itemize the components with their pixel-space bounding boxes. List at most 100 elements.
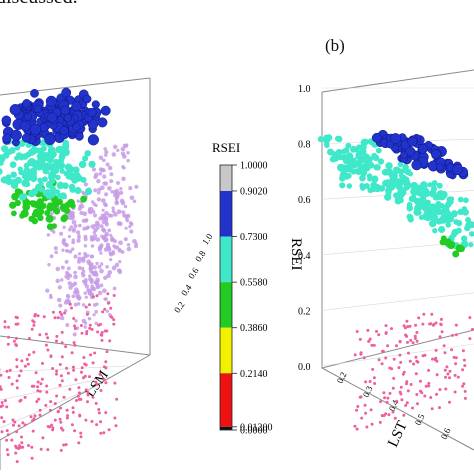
panel-a-point <box>77 265 82 271</box>
panel-a-projection-point <box>95 382 99 386</box>
panel-a-point <box>115 194 120 198</box>
panel-a-projection-point <box>58 363 62 366</box>
panel-a-x-tick: 0.6 <box>186 265 201 280</box>
panel-a-point <box>5 177 13 186</box>
panel-a-point <box>33 104 42 114</box>
panel-b-projection-point <box>382 414 386 417</box>
panel-b-projection-point <box>462 358 466 362</box>
panel-b-projection-point <box>438 388 442 392</box>
panel-a-point <box>129 195 135 201</box>
panel-b-y-tick: 0.6 <box>298 195 311 206</box>
panel-a-point <box>76 295 80 300</box>
panel-a-point <box>55 174 61 181</box>
panel-a-point <box>0 154 5 161</box>
panel-b-point <box>435 217 443 225</box>
panel-b-projection-point <box>405 319 409 323</box>
panel-a-point <box>101 208 105 212</box>
panel-b-label: (b) <box>325 36 345 55</box>
panel-a-projection-point <box>75 399 78 402</box>
panel-a-point <box>67 234 72 239</box>
panel-a-point <box>120 250 125 254</box>
panel-a-point <box>70 282 76 288</box>
panel-a-projection-point <box>73 327 77 330</box>
panel-a-point <box>76 199 80 203</box>
panel-b-x-axis-label: LST <box>385 419 411 450</box>
panel-a-projection-point <box>13 420 17 424</box>
panel-a-projection-point <box>99 420 103 424</box>
panel-a-projection-point <box>109 306 113 310</box>
panel-a-projection-point <box>14 336 18 340</box>
panel-a-point <box>49 185 56 193</box>
panel-b-projection-point <box>409 338 413 342</box>
panel-a-point <box>77 234 81 238</box>
panel-a-projection-point <box>35 400 39 404</box>
panel-a-point <box>96 197 102 202</box>
panel-a-projection-point <box>55 334 59 338</box>
panel-a-point <box>91 167 97 172</box>
panel-a-point <box>44 188 51 195</box>
panel-b-point <box>446 215 455 223</box>
panel-a-point <box>129 229 134 234</box>
panel-a-point <box>49 295 53 300</box>
panel-b-y-tick: 0.8 <box>298 140 311 151</box>
panel-a-point <box>28 190 36 198</box>
panel-b-projection-point <box>431 357 434 361</box>
panel-a-projection-point <box>26 362 30 366</box>
panel-a-projection-point <box>74 378 78 382</box>
panel-a-projection-point <box>20 441 24 445</box>
panel-b-point <box>452 250 460 258</box>
panel-a-projection-point <box>64 443 68 447</box>
panel-a-projection-point <box>59 406 62 410</box>
panel-a-point <box>81 190 85 194</box>
panel-a-projection-point <box>56 316 60 320</box>
panel-b-projection-point <box>434 321 438 325</box>
panel-a-point <box>52 207 60 214</box>
panel-a-point <box>52 167 60 174</box>
panel-b-point <box>359 174 366 182</box>
panel-a-point <box>67 281 73 286</box>
panel-a-projection-point <box>44 343 48 347</box>
panel-a-point <box>103 216 109 221</box>
panel-a-point <box>47 180 53 186</box>
panel-b-projection-point <box>372 376 376 380</box>
panel-b-point <box>446 196 454 203</box>
panel-a-point <box>81 279 86 284</box>
colorbar-outline <box>219 164 233 431</box>
panel-b-projection-point <box>468 337 472 341</box>
panel-a-point <box>29 123 42 136</box>
colorbar-title: RSEI <box>212 140 240 155</box>
panel-a-point <box>80 176 87 183</box>
panel-a-point <box>90 200 95 204</box>
panel-a-point <box>118 190 124 195</box>
panel-a-projection-point <box>7 325 10 329</box>
panel-a-point <box>72 227 76 232</box>
panel-a-point <box>125 143 129 147</box>
panel-a-projection-point <box>15 460 19 464</box>
panel-a-point <box>105 162 110 167</box>
panel-b-projection-point <box>435 373 439 377</box>
panel-b-projection-point <box>461 384 465 388</box>
panel-b-point <box>457 196 464 203</box>
panel-a-point <box>118 240 123 246</box>
panel-b-point <box>345 172 352 179</box>
panel-b-projection-point <box>402 324 406 328</box>
panel-a-point <box>87 209 92 214</box>
panel-a-projection-point <box>55 372 58 376</box>
panel-a-projection-point <box>42 315 46 319</box>
panel-a-projection-point <box>86 393 90 397</box>
panel-a-projection-point <box>38 389 42 393</box>
panel-b-projection-point <box>450 348 454 352</box>
panel-a-point <box>62 182 69 190</box>
panel-a-point <box>57 285 62 290</box>
panel-a-projection-point <box>7 335 10 339</box>
panel-a-projection-point <box>103 329 107 333</box>
panel-a-projection-point <box>3 320 7 324</box>
panel-a-projection-point <box>85 332 89 336</box>
panel-a-projection-point <box>95 423 99 427</box>
panel-a-point <box>75 132 84 141</box>
panel-a-point <box>11 210 17 217</box>
panel-a-point <box>94 280 99 286</box>
panel-a-point <box>79 204 85 209</box>
panel-a-projection-point <box>73 343 77 347</box>
panel-a-point <box>117 247 122 252</box>
